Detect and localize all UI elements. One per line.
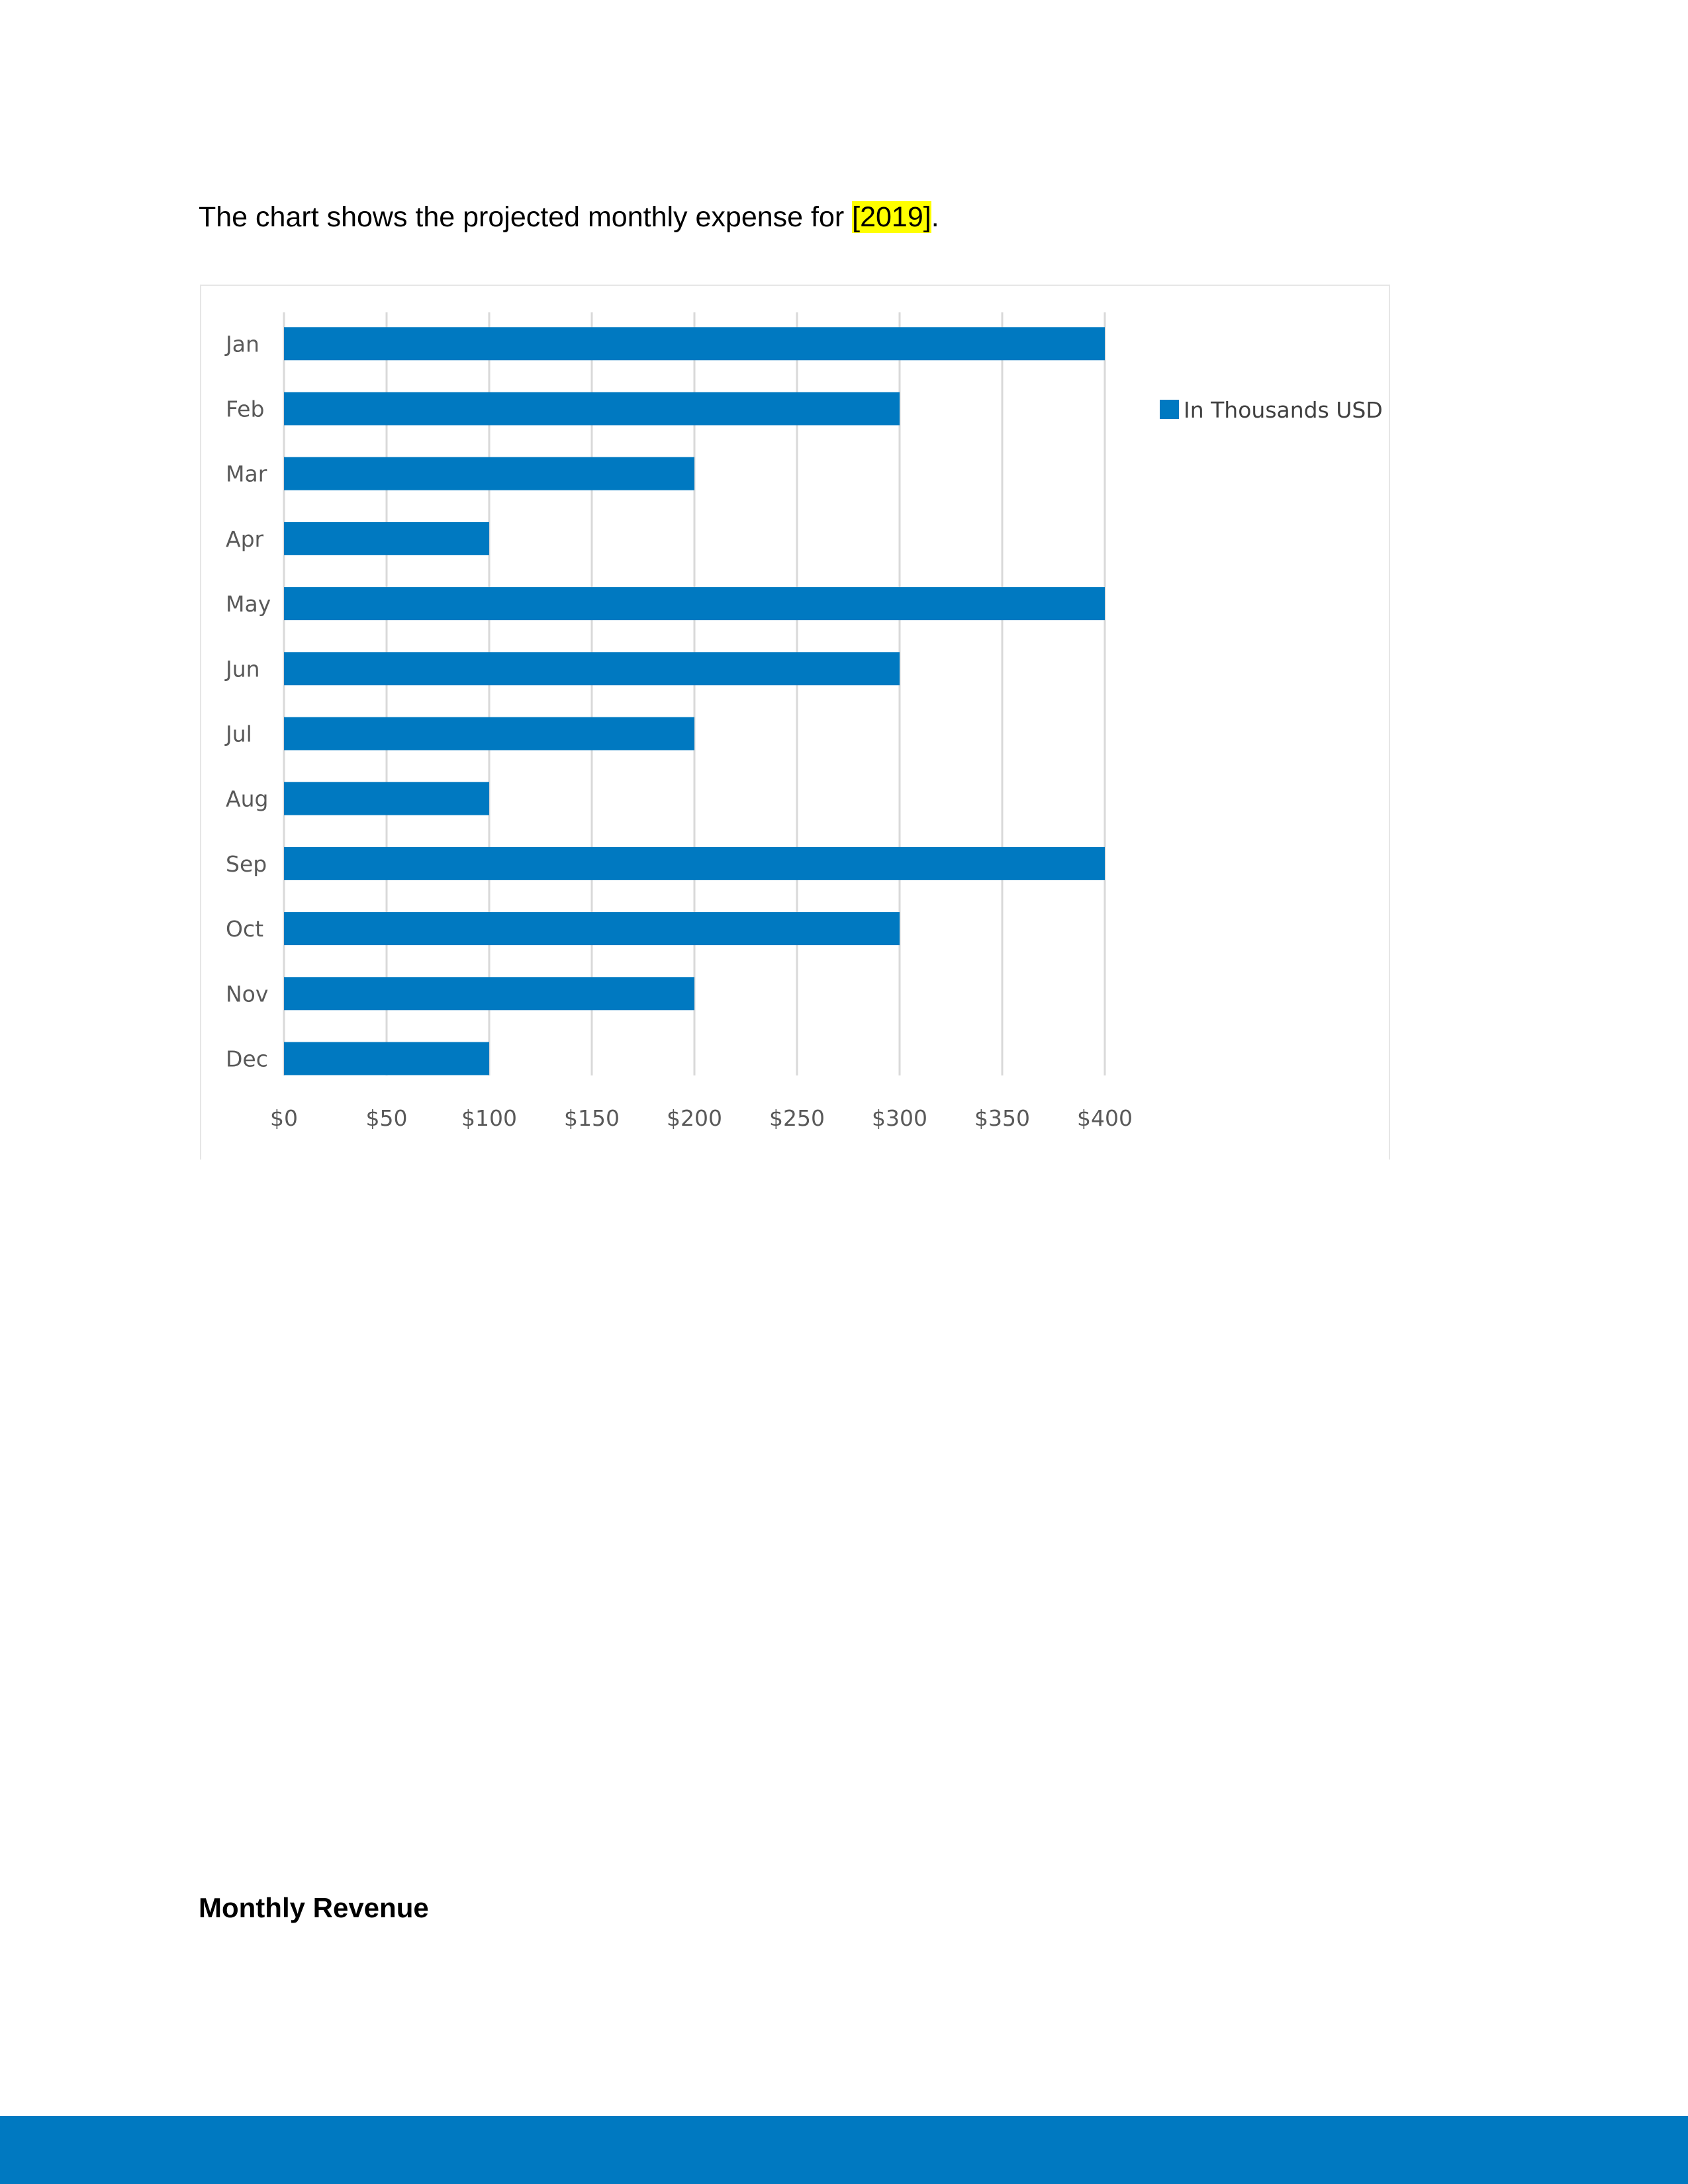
- bar-oct: [284, 912, 900, 946]
- intro-period: .: [931, 201, 939, 233]
- category-label: Aug: [226, 786, 268, 812]
- bar-nov: [284, 977, 694, 1011]
- bars: [284, 327, 1105, 1075]
- bar-jun: [284, 652, 900, 686]
- category-label: Jan: [224, 331, 259, 357]
- x-tick-labels: $0 $50 $100 $150 $200 $250 $300 $350 $400: [270, 1105, 1133, 1131]
- bar-sep: [284, 846, 1105, 880]
- x-tick-label: $400: [1077, 1105, 1133, 1131]
- bar-jul: [284, 717, 694, 751]
- category-label: Nov: [226, 981, 268, 1007]
- x-tick-label: $300: [872, 1105, 927, 1131]
- year-placeholder[interactable]: [2019]: [852, 201, 931, 233]
- intro-text: The chart shows the projected monthly ex…: [199, 201, 853, 233]
- x-tick-label: $350: [974, 1105, 1030, 1131]
- bar-dec: [284, 1042, 489, 1075]
- chart-frame: [200, 285, 1390, 1160]
- bar-feb: [284, 392, 900, 426]
- bar-jan: [284, 327, 1105, 361]
- category-label: Dec: [226, 1046, 268, 1072]
- footer-band: [0, 2116, 1688, 2184]
- gridlines: [283, 312, 1106, 1075]
- category-label: Apr: [226, 526, 264, 552]
- legend: In Thousands USD: [1160, 397, 1383, 423]
- bar-apr: [284, 522, 489, 555]
- x-tick-label: $200: [667, 1105, 722, 1131]
- x-tick-label: $250: [769, 1105, 825, 1131]
- legend-swatch: [1160, 400, 1179, 419]
- category-label: Mar: [226, 461, 267, 487]
- bar-mar: [284, 457, 694, 490]
- legend-label: In Thousands USD: [1184, 397, 1383, 423]
- intro-sentence: The chart shows the projected monthly ex…: [199, 197, 939, 237]
- x-tick-label: $150: [564, 1105, 620, 1131]
- bar-may: [284, 587, 1105, 621]
- x-tick-label: $50: [366, 1105, 408, 1131]
- category-label: Feb: [226, 396, 264, 422]
- x-tick-label: $100: [461, 1105, 517, 1131]
- category-labels: Jan Feb Mar Apr May Jun Jul Aug Sep Oct Nov Dec: [224, 331, 271, 1071]
- x-tick-label: $0: [270, 1105, 298, 1131]
- category-label: Jun: [224, 656, 260, 682]
- category-label: May: [226, 591, 271, 617]
- section-heading-monthly-revenue: Monthly Revenue: [199, 1892, 429, 1923]
- category-label: Jul: [224, 721, 252, 747]
- category-label: Oct: [226, 916, 263, 942]
- category-label: Sep: [226, 851, 267, 877]
- bar-aug: [284, 782, 489, 815]
